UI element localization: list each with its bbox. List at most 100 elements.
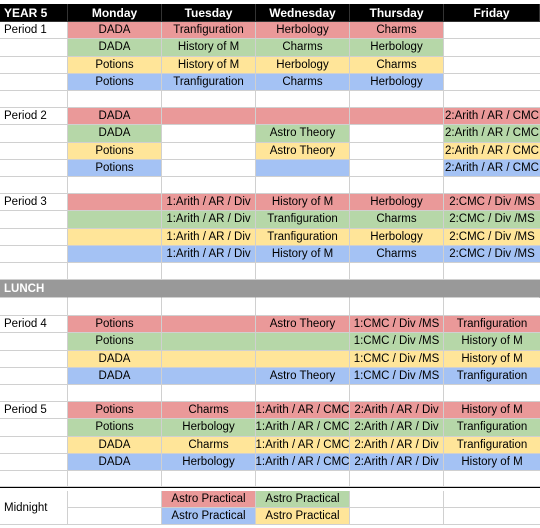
period-label[interactable]	[0, 142, 68, 160]
period-label[interactable]: Period 2	[0, 108, 68, 126]
lesson-cell-monday[interactable]	[68, 194, 162, 212]
period-label[interactable]	[0, 333, 68, 351]
blank-cell[interactable]	[444, 385, 540, 402]
period-label[interactable]	[0, 367, 68, 386]
lesson-cell-friday[interactable]: 2:Arith / AR / CMC	[444, 142, 540, 160]
period-label[interactable]	[0, 39, 68, 57]
lesson-cell-thursday[interactable]: Herbology	[350, 228, 444, 246]
lesson-cell-monday[interactable]: Potions	[68, 73, 162, 92]
lesson-cell-tuesday[interactable]	[162, 159, 256, 178]
lunch-cell[interactable]	[162, 280, 256, 298]
lesson-cell-tuesday[interactable]: Tranfiguration	[162, 73, 256, 92]
lesson-cell-wednesday[interactable]: Astro Theory	[256, 316, 350, 334]
lunch-cell[interactable]	[256, 280, 350, 298]
lesson-cell-thursday[interactable]	[350, 125, 444, 143]
lesson-cell-thursday[interactable]: 2:Arith / AR / Div	[350, 453, 444, 472]
lesson-cell-friday[interactable]: Tranfiguration	[444, 436, 540, 454]
astro-practical-cell[interactable]: Astro Practical	[162, 508, 256, 525]
lesson-cell-tuesday[interactable]: 1:Arith / AR / Div	[162, 245, 256, 264]
lesson-cell-wednesday[interactable]	[256, 108, 350, 126]
blank-cell[interactable]	[444, 298, 540, 316]
lesson-cell-monday[interactable]: Potions	[68, 419, 162, 437]
lesson-cell-monday[interactable]: DADA	[68, 22, 162, 40]
lesson-cell-friday[interactable]: Tranfiguration	[444, 316, 540, 334]
lesson-cell-thursday[interactable]: 1:CMC / Div /MS	[350, 367, 444, 386]
lesson-cell-monday[interactable]: Potions	[68, 402, 162, 420]
lesson-cell-friday[interactable]: 2:Arith / AR / CMC	[444, 108, 540, 126]
lesson-cell-tuesday[interactable]: 1:Arith / AR / Div	[162, 228, 256, 246]
period-label[interactable]	[0, 56, 68, 74]
period-label[interactable]	[0, 350, 68, 368]
lesson-cell-monday[interactable]: DADA	[68, 367, 162, 386]
blank-cell[interactable]	[68, 91, 162, 108]
blank-cell[interactable]	[0, 177, 68, 194]
lesson-cell-thursday[interactable]: Herbology	[350, 194, 444, 212]
lunch-cell[interactable]	[68, 280, 162, 298]
lesson-cell-thursday[interactable]: 2:Arith / AR / Div	[350, 419, 444, 437]
blank-cell[interactable]	[256, 298, 350, 316]
lesson-cell-wednesday[interactable]	[256, 350, 350, 368]
lesson-cell-monday[interactable]: Potions	[68, 159, 162, 178]
lesson-cell-tuesday[interactable]	[162, 350, 256, 368]
period-label[interactable]	[0, 73, 68, 92]
lesson-cell-monday[interactable]: DADA	[68, 436, 162, 454]
lesson-cell-friday[interactable]	[444, 73, 540, 92]
blank-cell[interactable]	[0, 471, 68, 487]
blank-cell[interactable]	[162, 471, 256, 487]
lesson-cell-monday[interactable]: Potions	[68, 333, 162, 351]
blank-cell[interactable]	[444, 91, 540, 108]
period-label[interactable]	[0, 453, 68, 472]
astro-practical-cell[interactable]: Astro Practical	[256, 508, 350, 525]
lesson-cell-tuesday[interactable]: 1:Arith / AR / Div	[162, 211, 256, 229]
lesson-cell-friday[interactable]: History of M	[444, 350, 540, 368]
blank-cell[interactable]	[256, 91, 350, 108]
lesson-cell-friday[interactable]: History of M	[444, 453, 540, 472]
blank-cell[interactable]	[0, 91, 68, 108]
lesson-cell-monday[interactable]	[68, 245, 162, 264]
blank-cell[interactable]	[162, 298, 256, 316]
blank-cell[interactable]	[350, 471, 444, 487]
blank-cell[interactable]	[350, 91, 444, 108]
lesson-cell-wednesday[interactable]: History of M	[256, 194, 350, 212]
lesson-cell-monday[interactable]: Potions	[68, 142, 162, 160]
lesson-cell-wednesday[interactable]: Astro Theory	[256, 142, 350, 160]
lesson-cell-wednesday[interactable]	[256, 159, 350, 178]
lunch-label[interactable]: LUNCH	[0, 280, 68, 298]
lesson-cell-wednesday[interactable]: Herbology	[256, 56, 350, 74]
lesson-cell-monday[interactable]: DADA	[68, 108, 162, 126]
blank-cell[interactable]	[162, 385, 256, 402]
lesson-cell-wednesday[interactable]: Tranfiguration	[256, 211, 350, 229]
year-label[interactable]: YEAR 5	[0, 4, 68, 22]
blank-cell[interactable]	[444, 177, 540, 194]
lesson-cell-friday[interactable]: History of M	[444, 333, 540, 351]
blank-cell[interactable]	[68, 491, 162, 508]
lesson-cell-monday[interactable]: DADA	[68, 125, 162, 143]
blank-cell[interactable]	[256, 263, 350, 280]
lesson-cell-thursday[interactable]: 2:Arith / AR / Div	[350, 402, 444, 420]
blank-cell[interactable]	[68, 263, 162, 280]
lesson-cell-thursday[interactable]: Herbology	[350, 73, 444, 92]
lesson-cell-thursday[interactable]: 2:Arith / AR / Div	[350, 436, 444, 454]
period-label[interactable]: Period 1	[0, 22, 68, 40]
lesson-cell-thursday[interactable]: Herbology	[350, 39, 444, 57]
blank-cell[interactable]	[256, 471, 350, 487]
astro-practical-cell[interactable]: Astro Practical	[256, 491, 350, 508]
period-label[interactable]	[0, 159, 68, 178]
lesson-cell-wednesday[interactable]: Astro Theory	[256, 367, 350, 386]
blank-cell[interactable]	[162, 177, 256, 194]
period-label[interactable]	[0, 436, 68, 454]
lesson-cell-wednesday[interactable]: Charms	[256, 73, 350, 92]
blank-cell[interactable]	[68, 298, 162, 316]
lesson-cell-thursday[interactable]: Charms	[350, 56, 444, 74]
blank-cell[interactable]	[256, 177, 350, 194]
lesson-cell-tuesday[interactable]	[162, 125, 256, 143]
period-label[interactable]: Period 3	[0, 194, 68, 212]
lesson-cell-wednesday[interactable]: History of M	[256, 245, 350, 264]
lesson-cell-monday[interactable]	[68, 211, 162, 229]
lunch-cell[interactable]	[350, 280, 444, 298]
blank-cell[interactable]	[256, 385, 350, 402]
period-label[interactable]	[0, 245, 68, 264]
lesson-cell-friday[interactable]: 2:CMC / Div /MS	[444, 194, 540, 212]
lesson-cell-monday[interactable]	[68, 228, 162, 246]
blank-cell[interactable]	[350, 491, 444, 508]
